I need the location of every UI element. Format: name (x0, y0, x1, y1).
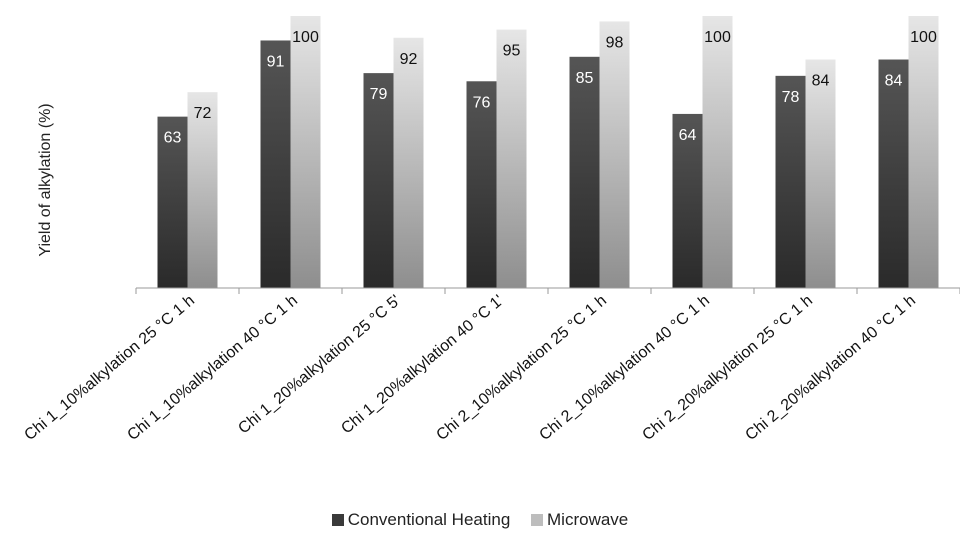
data-label: 79 (370, 86, 388, 103)
x-tick-label: Chi 1_20%alkylation 25 °C 5' (235, 292, 404, 437)
data-label: 64 (679, 127, 697, 144)
data-label: 78 (782, 89, 800, 106)
x-tick-label: Chi 2_10%alkylation 25 °C 1 h (433, 292, 610, 444)
x-tick-label: Chi 1_20%alkylation 40 °C 1' (338, 292, 507, 437)
data-label: 63 (164, 130, 182, 147)
bar-microwave-8 (908, 16, 939, 288)
legend-swatch-conventional (331, 514, 344, 526)
legend-swatch-microwave (531, 514, 544, 526)
data-label: 95 (503, 43, 521, 60)
x-tick-label: Chi 1_10%alkylation 25 °C 1 h (21, 292, 198, 444)
x-tick-label: Chi 2_20%alkylation 40 °C 1 h (742, 292, 919, 444)
bars-layer: 63 72 91 100 79 92 76 95 85 98 64 100 78 84 84 100 (157, 16, 939, 289)
bar-microwave-2 (290, 16, 321, 288)
legend-item-microwave: Microwave (531, 510, 628, 530)
data-label: 100 (292, 29, 319, 46)
legend-item-conventional: Conventional Heating (331, 510, 511, 530)
y-axis-label: Yield of alkylation (%) (37, 103, 54, 256)
data-label: 92 (400, 51, 418, 68)
data-label: 76 (473, 94, 491, 111)
bar-conventional-5 (569, 56, 600, 288)
data-label: 84 (885, 73, 903, 90)
bar-microwave-7 (805, 59, 836, 288)
bar-conventional-1 (157, 116, 188, 288)
bar-microwave-1 (187, 92, 218, 288)
legend: Conventional Heating Microwave (0, 510, 960, 530)
bar-conventional-7 (775, 75, 806, 288)
x-tick-label: Chi 2_20%alkylation 25 °C 1 h (639, 292, 816, 444)
data-label: 72 (194, 105, 212, 122)
data-label: 100 (704, 29, 731, 46)
legend-label-conventional: Conventional Heating (347, 510, 511, 529)
data-label: 84 (812, 73, 830, 90)
bar-microwave-5 (599, 21, 630, 288)
data-label: 98 (606, 34, 624, 51)
bar-microwave-6 (702, 16, 733, 288)
bar-conventional-4 (466, 81, 497, 288)
x-tick-label: Chi 1_10%alkylation 40 °C 1 h (124, 292, 301, 444)
x-tick-label: Chi 2_10%alkylation 40 °C 1 h (536, 292, 713, 444)
bar-microwave-3 (393, 37, 424, 289)
bar-conventional-2 (260, 40, 291, 289)
data-label: 85 (576, 70, 594, 87)
data-label: 100 (910, 29, 937, 46)
data-label: 91 (267, 53, 285, 70)
legend-label-microwave: Microwave (547, 510, 629, 529)
bar-conventional-6 (672, 113, 703, 288)
bar-conventional-8 (878, 59, 909, 288)
tick-marks-layer (135, 288, 960, 294)
bar-conventional-3 (363, 73, 394, 289)
bar-microwave-4 (496, 29, 527, 288)
